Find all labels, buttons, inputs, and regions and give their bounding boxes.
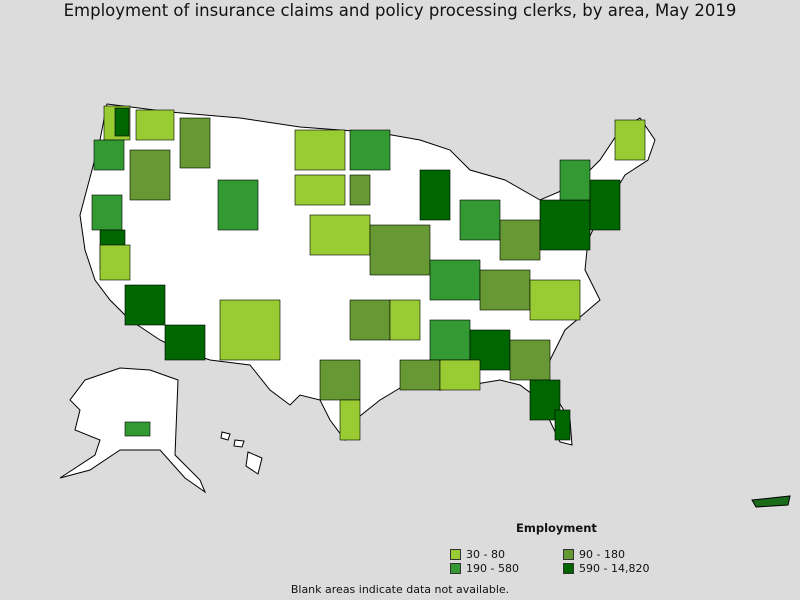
puerto-rico-land [751, 495, 791, 508]
data-availability-note: Blank areas indicate data not available. [290, 583, 510, 596]
legend-swatch [450, 549, 461, 560]
legend-swatch [563, 563, 574, 574]
area-polygons [91, 105, 646, 441]
legend-swatch [563, 549, 574, 560]
legend-item-590-14820: 590 - 14,820 [563, 562, 649, 575]
legend-title: Employment [516, 521, 597, 535]
legend-item-90-180: 90 - 180 [563, 548, 625, 561]
hawaii-islands [220, 431, 263, 475]
map-title: Employment of insurance claims and polic… [63, 1, 737, 20]
legend-label: 30 - 80 [466, 548, 505, 561]
legend-item-190-580: 190 - 580 [450, 562, 519, 575]
legend-item-30-80: 30 - 80 [450, 548, 505, 561]
legend-label: 590 - 14,820 [579, 562, 650, 575]
legend-swatch [450, 563, 461, 574]
legend-label: 90 - 180 [579, 548, 625, 561]
legend-label: 190 - 580 [466, 562, 519, 575]
